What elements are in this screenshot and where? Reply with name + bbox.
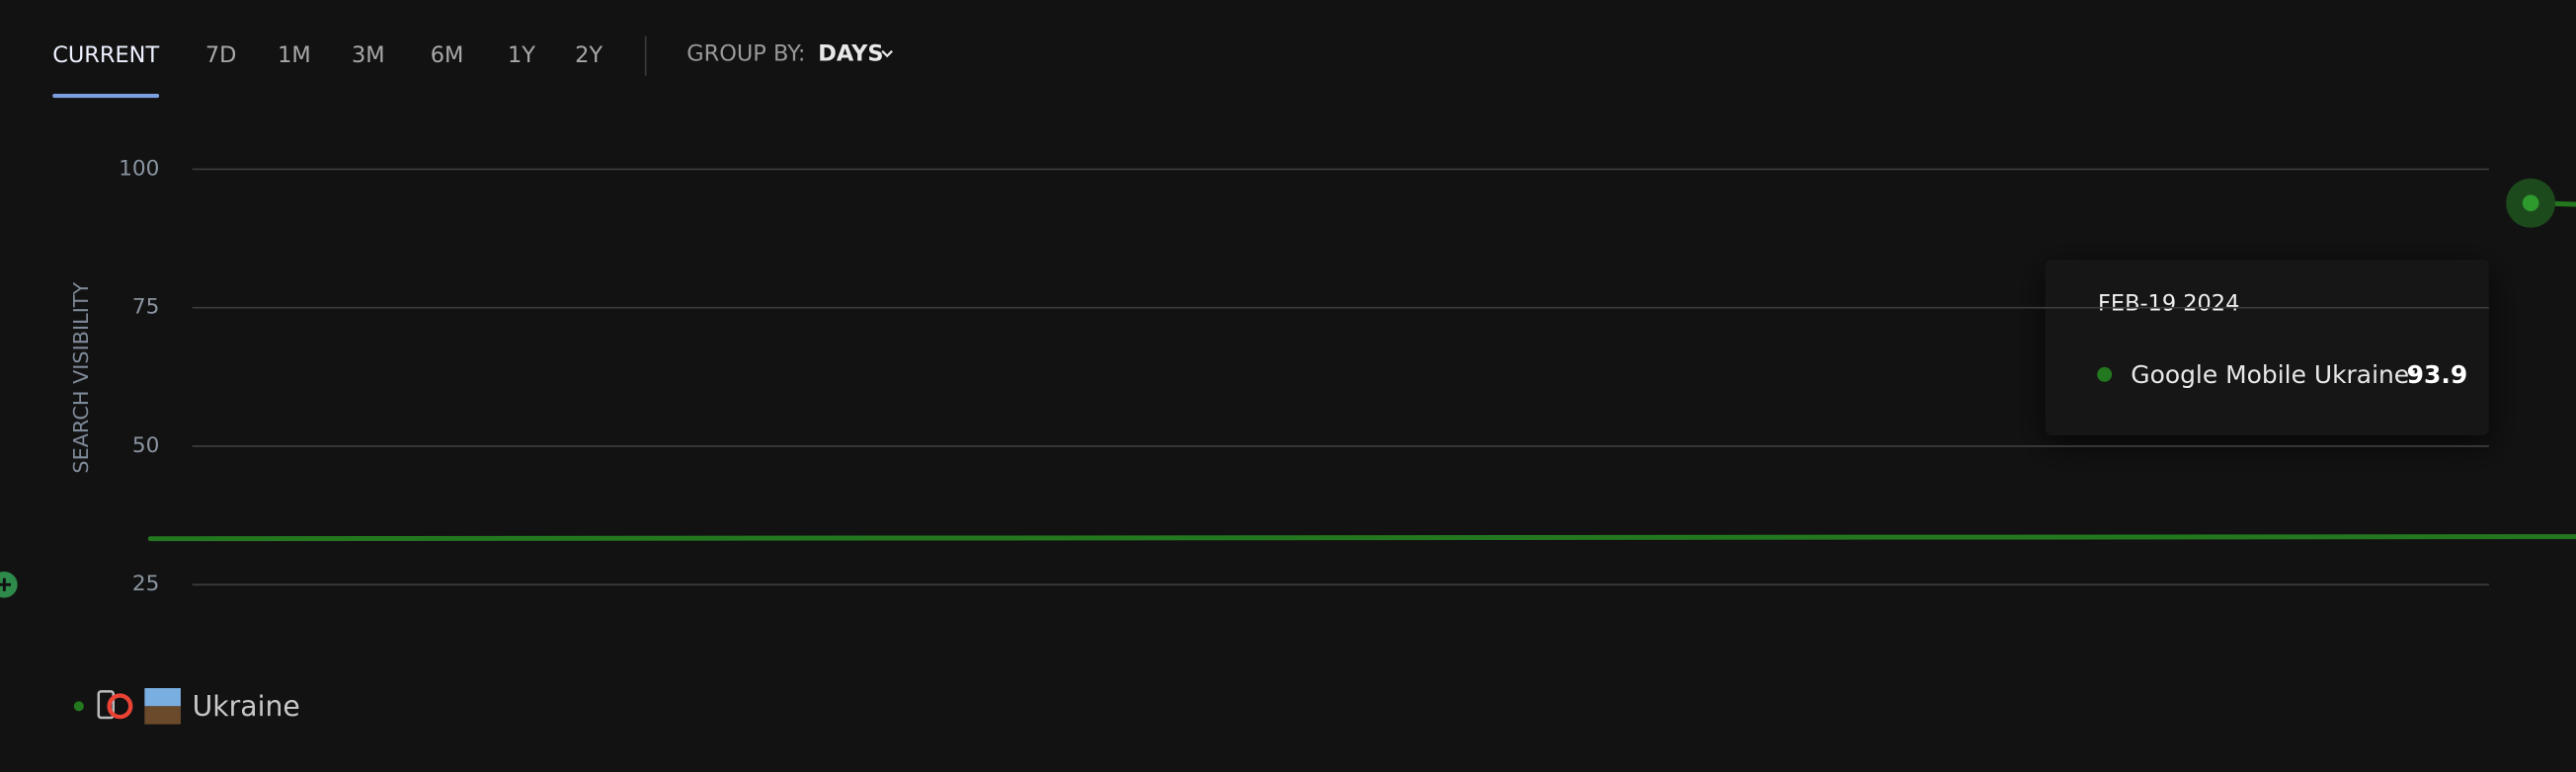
y-tick-label: 100 <box>119 156 159 181</box>
y-tick-label: 25 <box>132 572 160 596</box>
tooltip-value: 93.9 <box>2407 360 2468 389</box>
icon-plus <box>0 578 12 591</box>
tab[interactable]: 7D <box>205 42 237 68</box>
tab[interactable]: 2Y <box>575 42 603 68</box>
dropdown-chevron[interactable] <box>881 49 893 58</box>
tooltip-box <box>2045 259 2489 435</box>
hover-point <box>2522 194 2539 211</box>
tab[interactable]: 6M <box>431 42 464 68</box>
y-axis-label: SEARCH VISIBILITY <box>69 281 93 473</box>
tab[interactable]: 1M <box>278 42 311 68</box>
tab-underline <box>52 93 160 99</box>
y-tick-label: 75 <box>132 295 160 320</box>
tooltip-dot <box>2097 366 2113 382</box>
tab[interactable]: 1Y <box>508 42 535 68</box>
y-tick-label: 50 <box>132 433 160 458</box>
legend-flag <box>144 688 181 725</box>
event-marker[interactable] <box>0 571 18 598</box>
group-by-value[interactable]: DAYS <box>818 41 883 67</box>
legend-label: Ukraine <box>193 690 300 723</box>
tooltip-label: Google Mobile Ukraine: <box>2131 360 2417 389</box>
tooltip-date: FEB-19 2024 <box>2098 290 2239 316</box>
tab[interactable]: 3M <box>352 42 385 68</box>
group-by-label: GROUP BY: <box>686 41 805 67</box>
legend-dot <box>73 701 84 712</box>
tooltip <box>2045 259 2489 435</box>
legend-device-icon <box>97 690 133 720</box>
tab[interactable]: CURRENT <box>52 42 159 68</box>
